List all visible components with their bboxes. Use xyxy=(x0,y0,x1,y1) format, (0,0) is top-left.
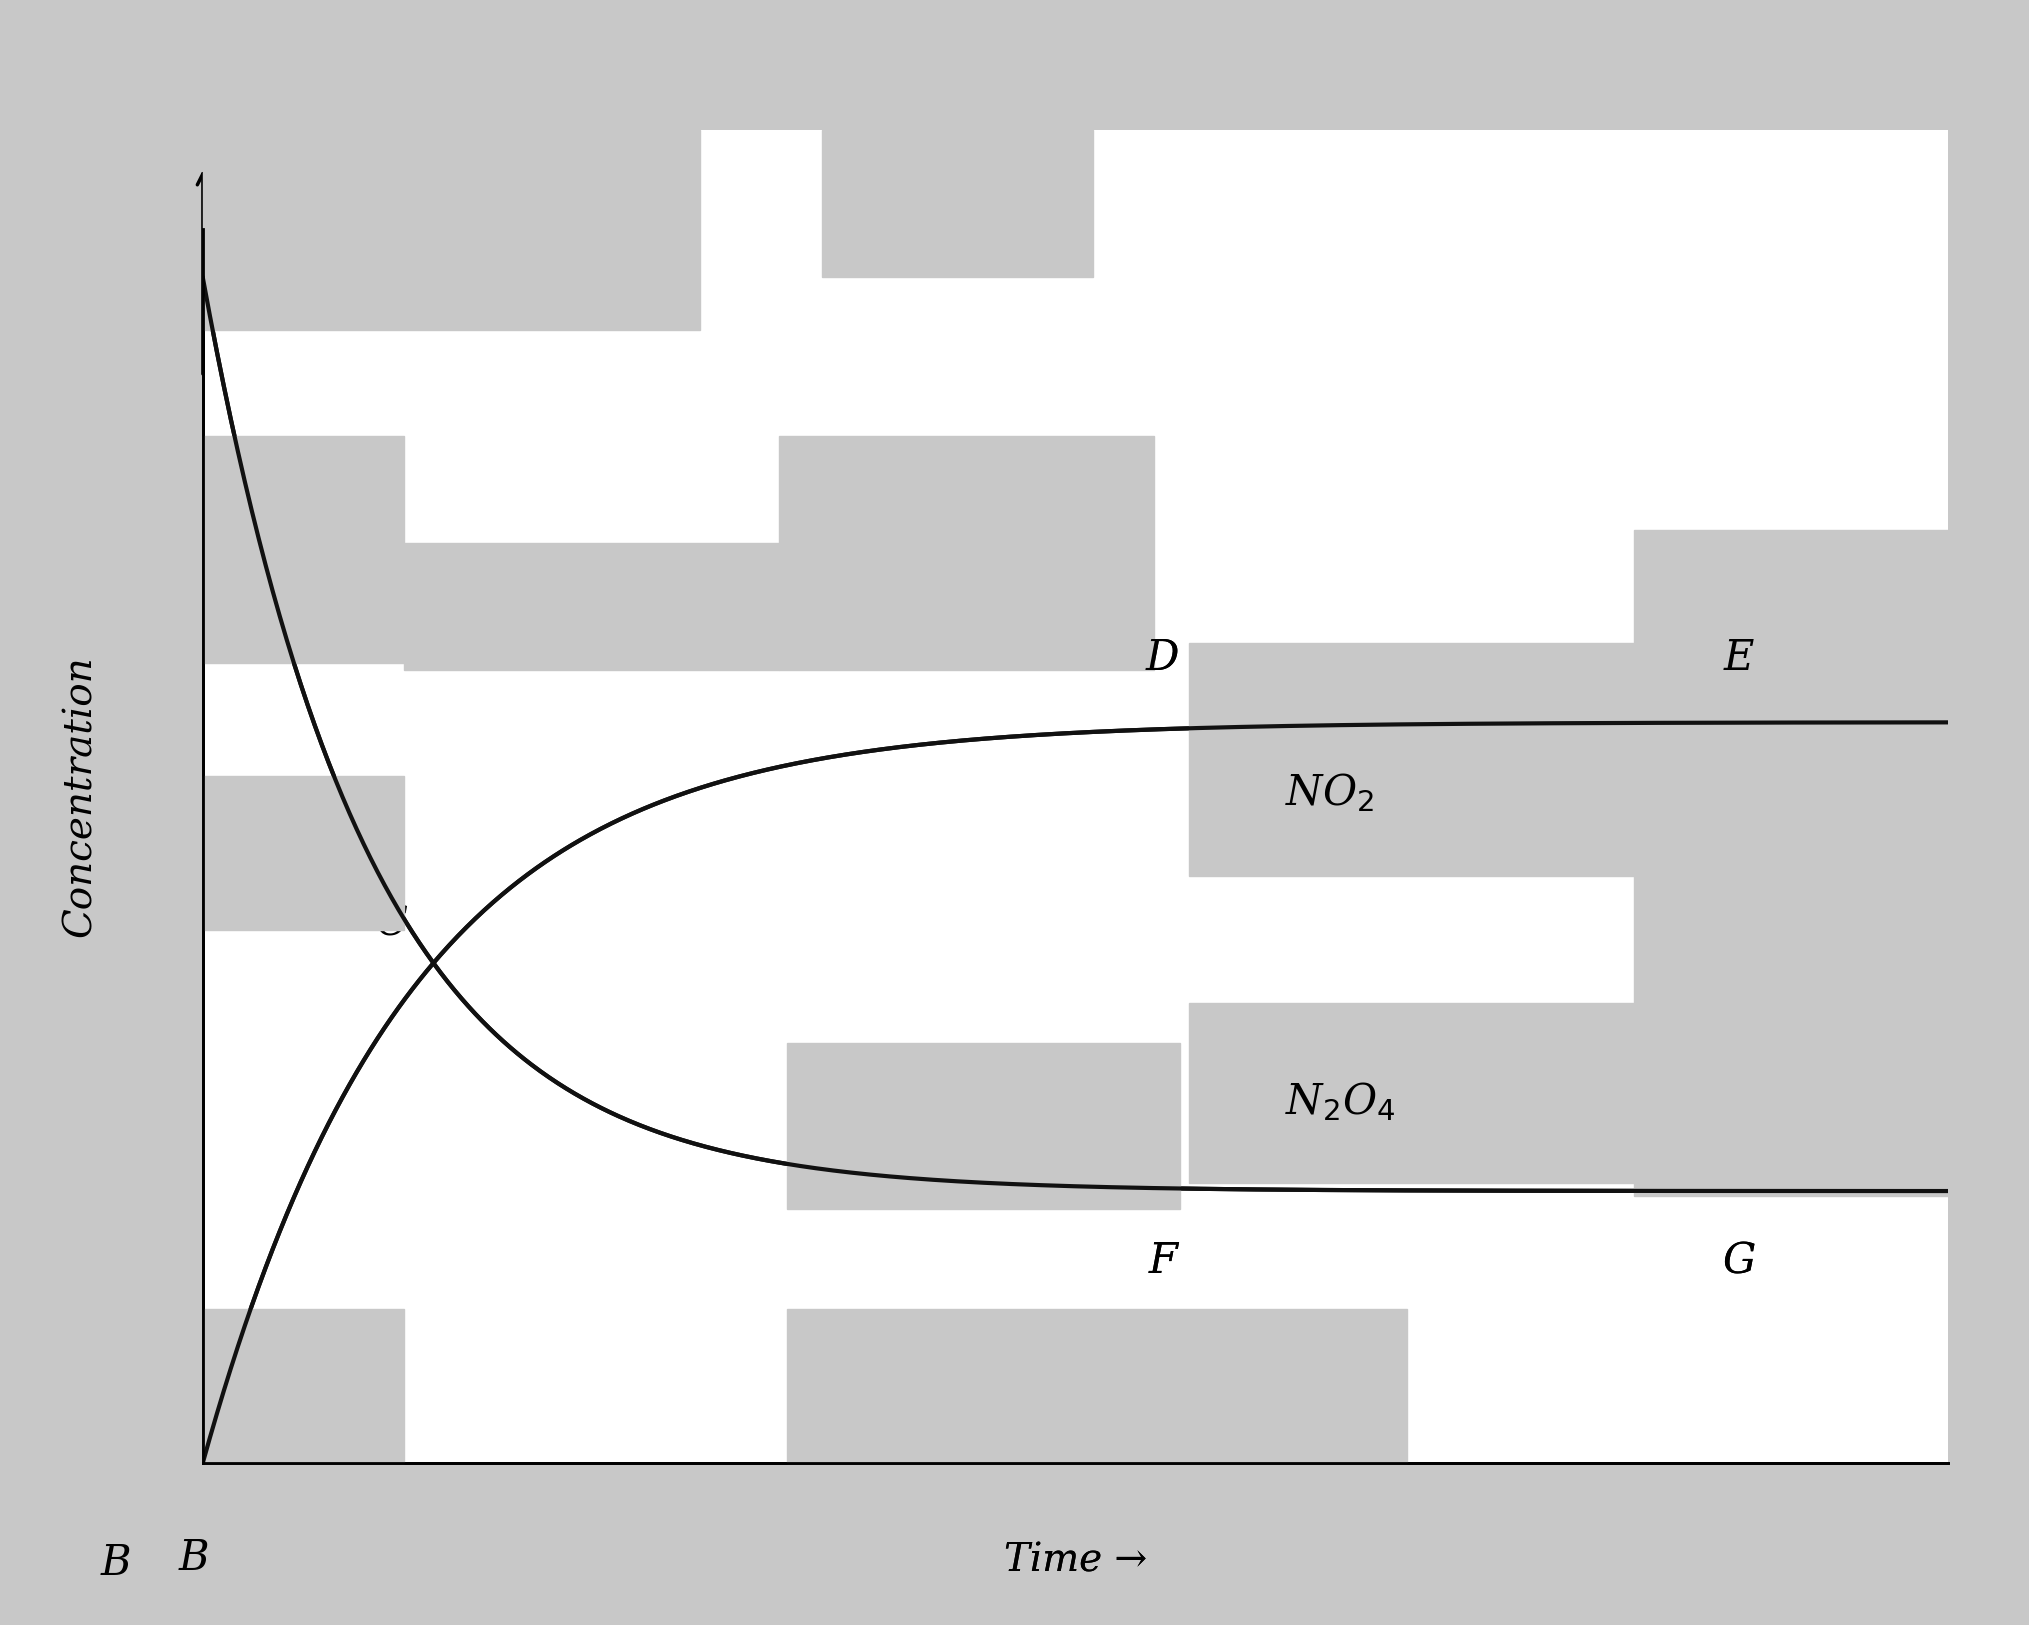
Text: D: D xyxy=(1146,637,1179,679)
Text: E: E xyxy=(1723,637,1753,679)
Text: N$_2$O$_4$: N$_2$O$_4$ xyxy=(1284,1081,1396,1123)
Bar xyxy=(1633,869,1948,1196)
Text: B: B xyxy=(99,1542,132,1584)
Bar xyxy=(779,437,1155,670)
Text: F: F xyxy=(1148,1240,1177,1282)
Text: A: A xyxy=(248,224,276,266)
Text: N$_2$O$_4$: N$_2$O$_4$ xyxy=(1284,1081,1396,1123)
Text: Time →: Time → xyxy=(1004,1542,1146,1580)
Text: Time →: Time → xyxy=(1004,1542,1146,1580)
Text: E: E xyxy=(1723,637,1753,679)
Text: C: C xyxy=(375,902,408,944)
Text: NO$_2$: NO$_2$ xyxy=(1284,772,1374,814)
Bar xyxy=(1189,1003,1633,1183)
Text: G: G xyxy=(1723,1240,1755,1282)
Bar xyxy=(203,1310,404,1462)
Text: D: D xyxy=(1146,637,1179,679)
Bar xyxy=(203,130,700,330)
Text: Concentration: Concentration xyxy=(63,655,99,938)
Text: NO$_2$: NO$_2$ xyxy=(1284,772,1374,814)
Bar xyxy=(203,777,404,930)
Bar xyxy=(203,437,404,663)
Bar xyxy=(787,1043,1181,1209)
Text: B: B xyxy=(179,1537,209,1578)
Text: G: G xyxy=(1723,1240,1755,1282)
Bar xyxy=(1633,530,1948,876)
Bar xyxy=(404,543,779,669)
Bar xyxy=(1189,644,1633,876)
Text: F: F xyxy=(1148,1240,1177,1282)
Bar xyxy=(822,130,1094,276)
Bar xyxy=(787,1310,1406,1462)
